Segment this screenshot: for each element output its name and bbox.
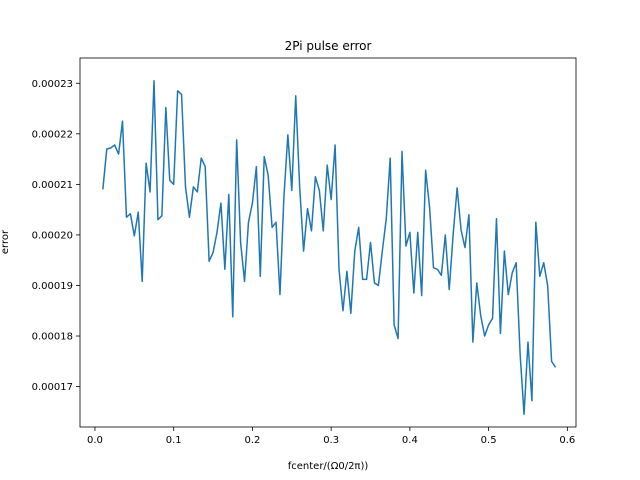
x-tick-label: 0.2 (244, 435, 260, 446)
y-tick-label: 0.00022 (32, 129, 73, 140)
y-axis: 0.00017 0.00018 0.00019 0.00020 0.00021 0.000… (32, 79, 80, 393)
x-axis: 0.0 0.1 0.2 0.3 0.4 0.5 0.6 (87, 427, 575, 446)
y-axis-label: error (0, 229, 11, 254)
series-line (102, 80, 557, 416)
x-tick-label: 0.6 (559, 435, 575, 446)
x-tick-label: 0.5 (481, 435, 497, 446)
x-tick-label: 0.0 (87, 435, 103, 446)
x-axis-label: fcenter/(Ω0/2π)) (288, 461, 369, 472)
y-tick-label: 0.00017 (32, 382, 73, 393)
x-tick-label: 0.4 (402, 435, 418, 446)
y-tick-label: 0.00021 (32, 180, 73, 191)
chart-title: 2Pi pulse error (285, 39, 372, 53)
y-tick-label: 0.00023 (32, 79, 73, 90)
y-tick-label: 0.00019 (32, 281, 73, 292)
x-tick-label: 0.1 (166, 435, 182, 446)
x-tick-label: 0.3 (323, 435, 339, 446)
plot-area-frame (79, 57, 577, 428)
y-tick-label: 0.00018 (32, 332, 73, 343)
y-tick-label: 0.00020 (32, 230, 73, 241)
